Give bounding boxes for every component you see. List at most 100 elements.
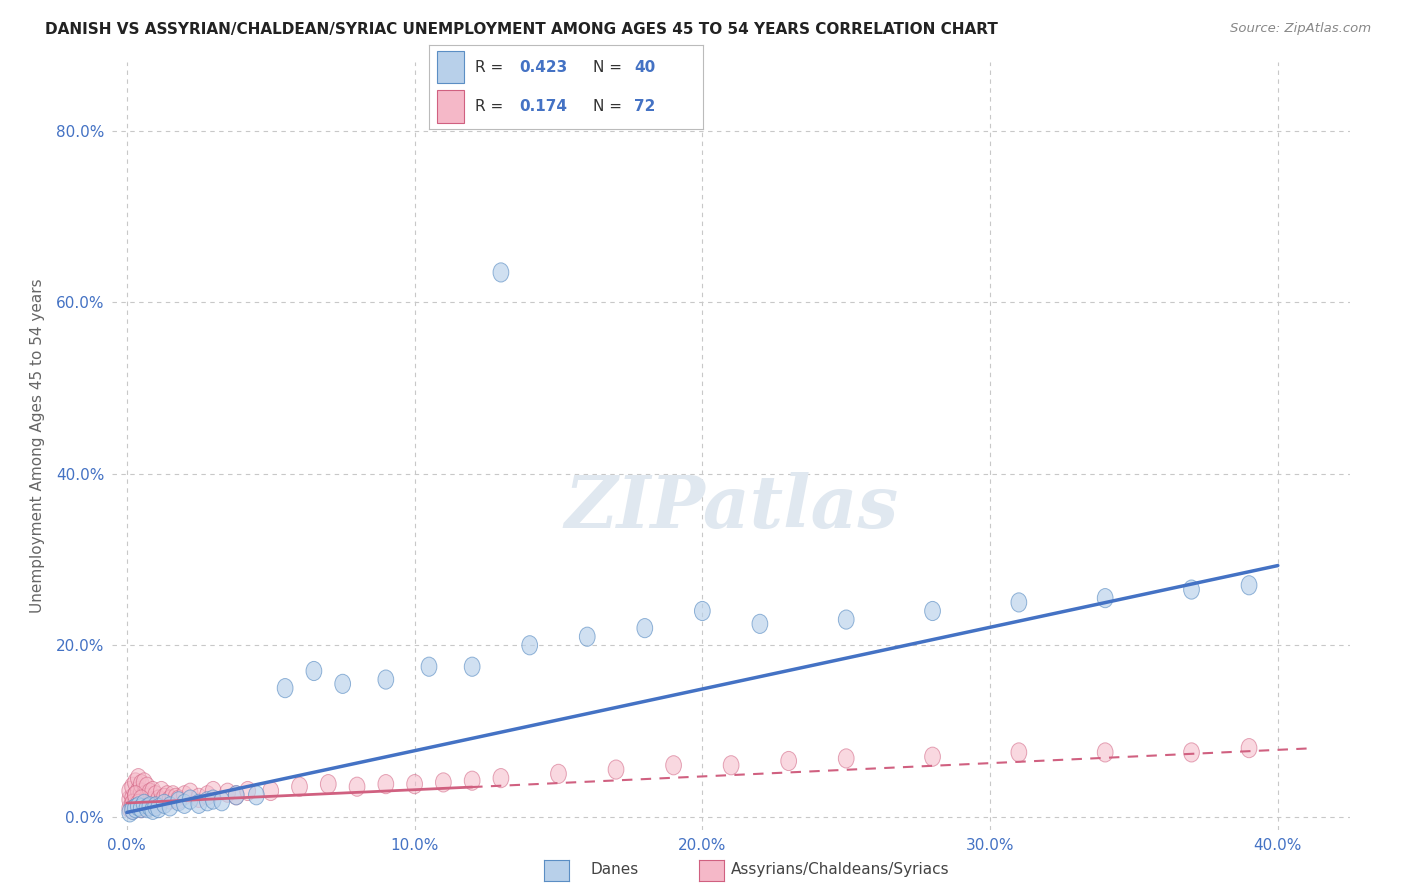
Text: ZIPatlas: ZIPatlas (564, 472, 898, 543)
Text: N =: N = (593, 99, 627, 114)
Ellipse shape (170, 790, 187, 809)
Ellipse shape (464, 657, 479, 676)
Ellipse shape (205, 781, 221, 801)
Text: 72: 72 (634, 99, 655, 114)
Ellipse shape (165, 786, 181, 805)
Text: N =: N = (593, 60, 627, 75)
Ellipse shape (695, 601, 710, 621)
Ellipse shape (191, 794, 207, 814)
Ellipse shape (1241, 575, 1257, 595)
Ellipse shape (128, 786, 143, 805)
Ellipse shape (122, 781, 138, 801)
Ellipse shape (136, 772, 152, 792)
Ellipse shape (665, 756, 682, 775)
Ellipse shape (263, 781, 278, 801)
Ellipse shape (167, 789, 184, 807)
Ellipse shape (139, 798, 155, 818)
Ellipse shape (150, 798, 166, 818)
Ellipse shape (134, 798, 149, 818)
Ellipse shape (436, 772, 451, 792)
Ellipse shape (136, 794, 152, 814)
Ellipse shape (291, 777, 308, 797)
Text: 0.174: 0.174 (519, 99, 567, 114)
Ellipse shape (200, 792, 215, 811)
Ellipse shape (200, 786, 215, 805)
Ellipse shape (145, 781, 160, 801)
Ellipse shape (153, 792, 169, 811)
Ellipse shape (579, 627, 595, 647)
Ellipse shape (125, 794, 141, 814)
Ellipse shape (183, 790, 198, 809)
Text: R =: R = (475, 99, 509, 114)
Ellipse shape (136, 794, 152, 814)
Ellipse shape (219, 783, 235, 802)
Ellipse shape (145, 800, 160, 820)
Ellipse shape (378, 774, 394, 794)
Ellipse shape (349, 777, 366, 797)
Ellipse shape (148, 797, 163, 816)
Ellipse shape (142, 797, 157, 816)
Ellipse shape (214, 792, 229, 811)
Ellipse shape (240, 781, 256, 801)
Ellipse shape (1097, 743, 1114, 762)
Ellipse shape (522, 636, 537, 655)
FancyBboxPatch shape (437, 51, 464, 83)
Ellipse shape (177, 794, 193, 814)
Ellipse shape (494, 769, 509, 788)
Ellipse shape (838, 748, 853, 768)
Ellipse shape (422, 657, 437, 676)
Ellipse shape (131, 797, 146, 816)
Ellipse shape (752, 615, 768, 633)
Ellipse shape (1184, 580, 1199, 599)
Ellipse shape (134, 774, 149, 794)
Ellipse shape (125, 800, 141, 820)
Ellipse shape (228, 786, 245, 805)
Ellipse shape (134, 783, 149, 802)
Ellipse shape (464, 771, 479, 790)
Ellipse shape (1241, 739, 1257, 757)
Ellipse shape (150, 790, 166, 809)
Ellipse shape (321, 774, 336, 794)
Ellipse shape (145, 792, 160, 811)
Ellipse shape (335, 674, 350, 693)
Ellipse shape (1184, 743, 1199, 762)
Text: Danes: Danes (591, 863, 638, 877)
FancyBboxPatch shape (437, 90, 464, 122)
Ellipse shape (125, 777, 141, 797)
Ellipse shape (131, 794, 146, 814)
Ellipse shape (159, 786, 174, 805)
Ellipse shape (170, 792, 187, 811)
Ellipse shape (128, 792, 143, 811)
Ellipse shape (131, 797, 146, 816)
Ellipse shape (136, 786, 152, 805)
Ellipse shape (139, 789, 155, 807)
Ellipse shape (1097, 589, 1114, 607)
Text: 40: 40 (634, 60, 655, 75)
Ellipse shape (249, 786, 264, 805)
Ellipse shape (609, 760, 624, 779)
Ellipse shape (925, 747, 941, 766)
Ellipse shape (131, 781, 146, 801)
Ellipse shape (551, 764, 567, 783)
Ellipse shape (125, 789, 141, 807)
Ellipse shape (128, 786, 143, 805)
Ellipse shape (162, 797, 179, 816)
Ellipse shape (156, 789, 172, 807)
Ellipse shape (307, 661, 322, 681)
Ellipse shape (131, 769, 146, 788)
Ellipse shape (125, 794, 141, 814)
Ellipse shape (925, 601, 941, 621)
Ellipse shape (277, 679, 292, 698)
Ellipse shape (205, 790, 221, 809)
Ellipse shape (378, 670, 394, 690)
Ellipse shape (134, 790, 149, 809)
Ellipse shape (406, 774, 422, 794)
Ellipse shape (122, 798, 138, 818)
Ellipse shape (125, 800, 141, 820)
Ellipse shape (128, 798, 143, 818)
Ellipse shape (637, 618, 652, 638)
Ellipse shape (780, 751, 797, 771)
Ellipse shape (494, 263, 509, 282)
Ellipse shape (183, 783, 198, 802)
Ellipse shape (128, 772, 143, 792)
